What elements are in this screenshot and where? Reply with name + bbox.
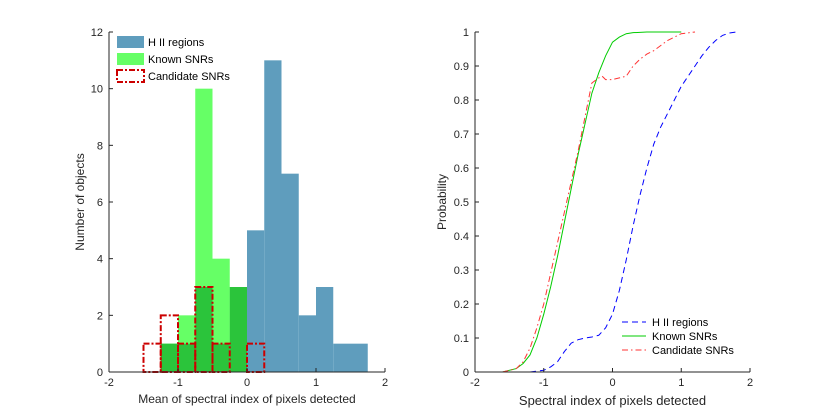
overlap-bar xyxy=(212,343,230,372)
histogram-legend-swatch xyxy=(117,36,144,48)
histogram-x-tick-label: 0 xyxy=(244,377,250,389)
cdf-line-candidate-snrs xyxy=(502,31,696,373)
histogram-y-axis-title: Number of objects xyxy=(73,153,87,250)
cdf-y-tick-label: 0.8 xyxy=(454,95,469,107)
overlap-bar xyxy=(160,343,178,372)
cdf-y-tick-label: 0.5 xyxy=(454,197,469,209)
candidate-snr-bar xyxy=(211,342,231,373)
cdf-x-tick-label: -2 xyxy=(470,377,480,389)
cdf-legend-label: H II regions xyxy=(652,317,709,329)
cdf-y-tick-label: 0.3 xyxy=(454,265,469,277)
cdf-x-tick-label: 1 xyxy=(678,377,684,389)
cdf-line-h-ii-regions xyxy=(529,31,737,373)
cdf-y-tick-label: 0.4 xyxy=(454,231,469,243)
histogram-y-tick-label: 6 xyxy=(97,197,103,209)
hii-bar xyxy=(333,343,351,372)
cdf-y-tick-label: 0.1 xyxy=(454,333,469,345)
cdf-y-axis-title: Probability xyxy=(435,174,449,230)
histogram-y-tick-label: 0 xyxy=(97,367,103,379)
cdf-x-tick-label: 2 xyxy=(747,377,753,389)
cdf-lines xyxy=(502,31,737,373)
histogram-x-tick-label: 2 xyxy=(382,377,388,389)
histogram-legend: H II regions Known SNRs Candidate SNRs xyxy=(116,36,230,83)
hii-bar xyxy=(247,230,265,372)
cdf-legend-label: Candidate SNRs xyxy=(652,345,734,357)
cdf-y-tick-label: 0.6 xyxy=(454,163,469,175)
histogram-x-tick-label: -2 xyxy=(104,377,114,389)
cdf-y-tick-label: 0.2 xyxy=(454,299,469,311)
cdf-y-tick-label: 0 xyxy=(463,367,469,379)
histogram-legend-swatch xyxy=(116,69,145,83)
cdf-x-axis-title: Spectral index of pixels detected xyxy=(519,393,706,408)
histogram-x-tick-label: 1 xyxy=(313,377,319,389)
candidate-snr-bar xyxy=(142,342,162,373)
histogram-legend-label: Candidate SNRs xyxy=(148,71,230,83)
histogram-legend-swatch xyxy=(117,53,144,65)
histogram-legend-label: H II regions xyxy=(148,37,205,49)
candidate-snr-bar xyxy=(177,342,197,373)
histogram-legend-label: Known SNRs xyxy=(148,54,214,66)
cdf-legend: H II regions Known SNRs Candidate SNRs xyxy=(622,317,734,357)
hii-bar xyxy=(298,315,316,372)
histogram-y-tick-label: 10 xyxy=(91,84,103,96)
hii-bar xyxy=(350,343,368,372)
cdf-panel: -2 -1 0 1 2 0 0.1 0.2 0.3 0.4 0.5 0.6 0.7 0.8 0.9 1 Spe… xyxy=(435,27,753,408)
histogram-y-tick-label: 4 xyxy=(97,254,103,266)
hii-bar xyxy=(316,287,334,372)
histogram-x-axis-title: Mean of spectral index of pixels detecte… xyxy=(138,392,355,406)
cdf-y-tick-label: 0.7 xyxy=(454,129,469,141)
hii-bar xyxy=(264,60,282,372)
cdf-legend-label: Known SNRs xyxy=(652,331,718,343)
cdf-x-tick-label: 0 xyxy=(609,377,615,389)
cdf-y-tick-label: 0.9 xyxy=(454,61,469,73)
histogram-y-tick-label: 2 xyxy=(97,310,103,322)
histogram-y-tick-label: 12 xyxy=(91,27,103,39)
histogram-y-tick-label: 8 xyxy=(97,140,103,152)
candidate-snr-bar xyxy=(246,342,266,373)
overlap-bar xyxy=(195,287,213,372)
hii-bar xyxy=(281,173,299,372)
histogram-bars xyxy=(142,60,368,374)
histogram-x-tick-label: -1 xyxy=(173,377,183,389)
overlap-bar xyxy=(229,287,247,372)
cdf-axes: -2 -1 0 1 2 0 0.1 0.2 0.3 0.4 0.5 0.6 0.7 0.8 0.9 1 xyxy=(454,27,753,389)
cdf-line-known-snrs xyxy=(502,31,682,373)
overlap-bar xyxy=(178,343,196,372)
cdf-x-tick-label: -1 xyxy=(539,377,549,389)
cdf-y-tick-label: 1 xyxy=(463,27,469,39)
